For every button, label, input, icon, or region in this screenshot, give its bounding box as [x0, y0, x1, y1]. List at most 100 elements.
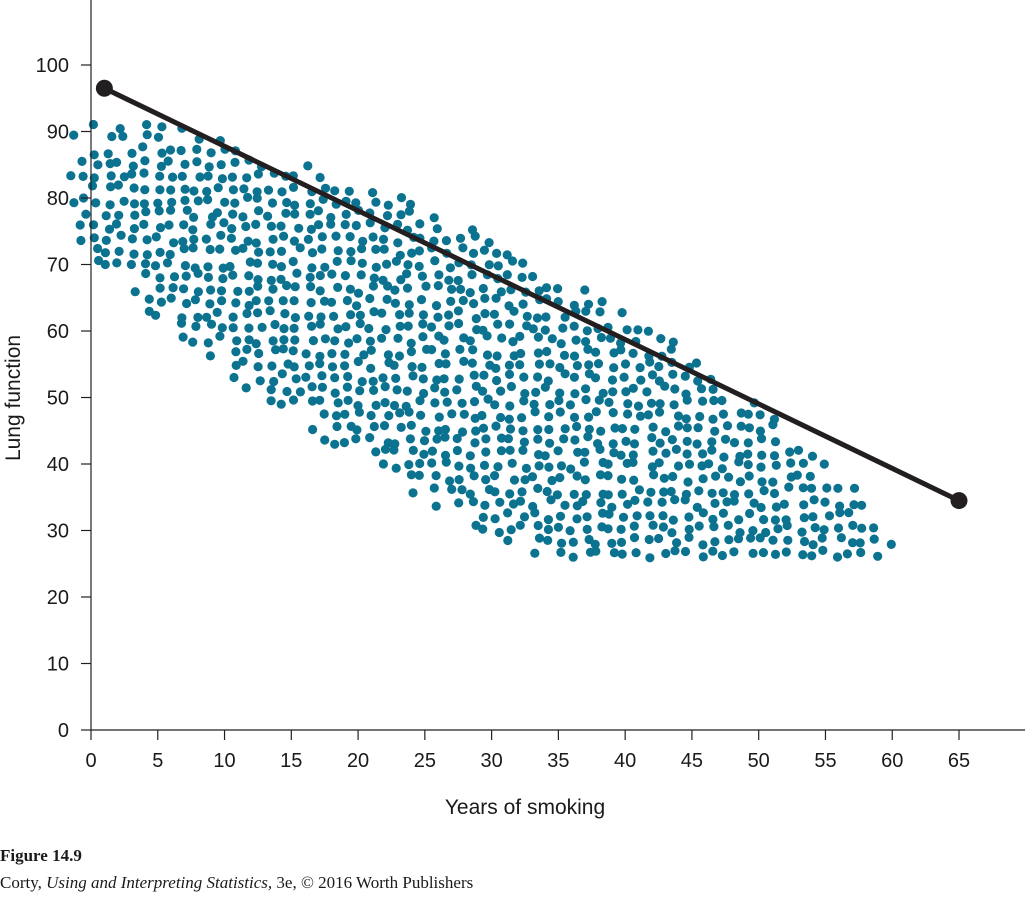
data-point: [617, 549, 627, 559]
data-point: [628, 348, 638, 358]
data-point: [467, 358, 477, 368]
data-point: [771, 460, 781, 470]
data-point: [482, 331, 492, 341]
data-point: [391, 373, 401, 383]
data-point: [265, 306, 275, 316]
data-point: [515, 331, 525, 341]
data-point: [724, 472, 734, 482]
data-point: [594, 395, 604, 405]
data-point: [793, 445, 804, 455]
data-point: [290, 313, 300, 323]
data-point: [353, 356, 363, 367]
data-point: [216, 286, 227, 296]
data-point: [722, 421, 733, 431]
data-point: [307, 396, 318, 406]
data-point: [176, 145, 186, 156]
data-point: [465, 288, 475, 298]
data-point: [212, 307, 222, 317]
data-point: [493, 261, 503, 271]
data-point: [623, 409, 633, 419]
data-point: [330, 388, 340, 398]
data-point: [128, 161, 138, 171]
data-point: [179, 220, 189, 230]
data-point: [493, 319, 503, 329]
data-point: [89, 233, 99, 243]
data-point: [680, 371, 690, 381]
data-point: [519, 396, 529, 406]
data-point: [492, 248, 502, 258]
data-point: [478, 283, 488, 294]
data-point: [455, 233, 466, 243]
data-point: [440, 387, 450, 397]
data-point: [607, 538, 617, 549]
data-point: [770, 437, 781, 447]
data-point: [166, 205, 176, 215]
data-point: [320, 262, 330, 272]
data-point: [698, 396, 708, 406]
data-point: [736, 421, 746, 431]
data-point: [447, 284, 457, 294]
data-point: [749, 498, 759, 508]
data-point: [442, 397, 452, 407]
data-point: [290, 200, 300, 210]
data-point: [156, 161, 166, 171]
data-point: [130, 287, 140, 297]
data-point: [682, 449, 692, 459]
data-point: [808, 512, 818, 522]
data-point: [252, 258, 263, 268]
data-point: [345, 284, 355, 294]
data-point: [454, 498, 464, 508]
regression-line-group: [95, 79, 968, 510]
data-point: [493, 462, 503, 472]
data-point: [141, 268, 151, 279]
data-point: [580, 447, 590, 457]
data-point: [206, 319, 217, 329]
data-point: [189, 186, 199, 196]
data-point: [596, 332, 607, 343]
data-point: [581, 384, 591, 394]
y-tick-label: 10: [47, 654, 69, 676]
data-point: [216, 230, 226, 240]
data-point: [392, 385, 402, 395]
data-point: [114, 246, 124, 256]
data-point: [319, 409, 329, 419]
data-point: [658, 511, 668, 521]
data-point: [595, 307, 605, 317]
data-point: [341, 322, 351, 332]
data-point: [533, 348, 544, 358]
data-point: [698, 508, 708, 518]
data-point: [427, 446, 437, 456]
data-point: [155, 185, 165, 195]
data-point: [130, 210, 140, 220]
data-point: [301, 349, 311, 359]
data-point: [307, 382, 317, 392]
data-point: [340, 361, 350, 371]
data-point: [807, 451, 818, 461]
data-point: [670, 495, 680, 505]
data-point: [659, 473, 669, 483]
data-point: [408, 488, 418, 498]
data-point: [406, 338, 416, 348]
data-point: [547, 334, 557, 344]
data-point: [481, 447, 491, 457]
data-point: [582, 524, 592, 535]
data-point: [371, 262, 381, 272]
data-point: [533, 520, 543, 531]
y-tick-label: 90: [47, 122, 69, 144]
data-point: [784, 482, 794, 492]
data-point: [454, 475, 464, 485]
data-point: [396, 193, 407, 203]
data-point: [406, 347, 416, 357]
data-point: [604, 397, 614, 407]
data-point: [745, 508, 755, 519]
data-point: [277, 187, 287, 197]
data-point: [610, 423, 620, 433]
data-point: [434, 270, 444, 280]
data-point: [544, 412, 554, 422]
data-point: [479, 460, 490, 470]
data-point: [502, 270, 512, 280]
data-point: [418, 310, 428, 320]
data-point: [698, 552, 708, 562]
data-point: [357, 377, 367, 387]
data-point: [591, 407, 601, 417]
